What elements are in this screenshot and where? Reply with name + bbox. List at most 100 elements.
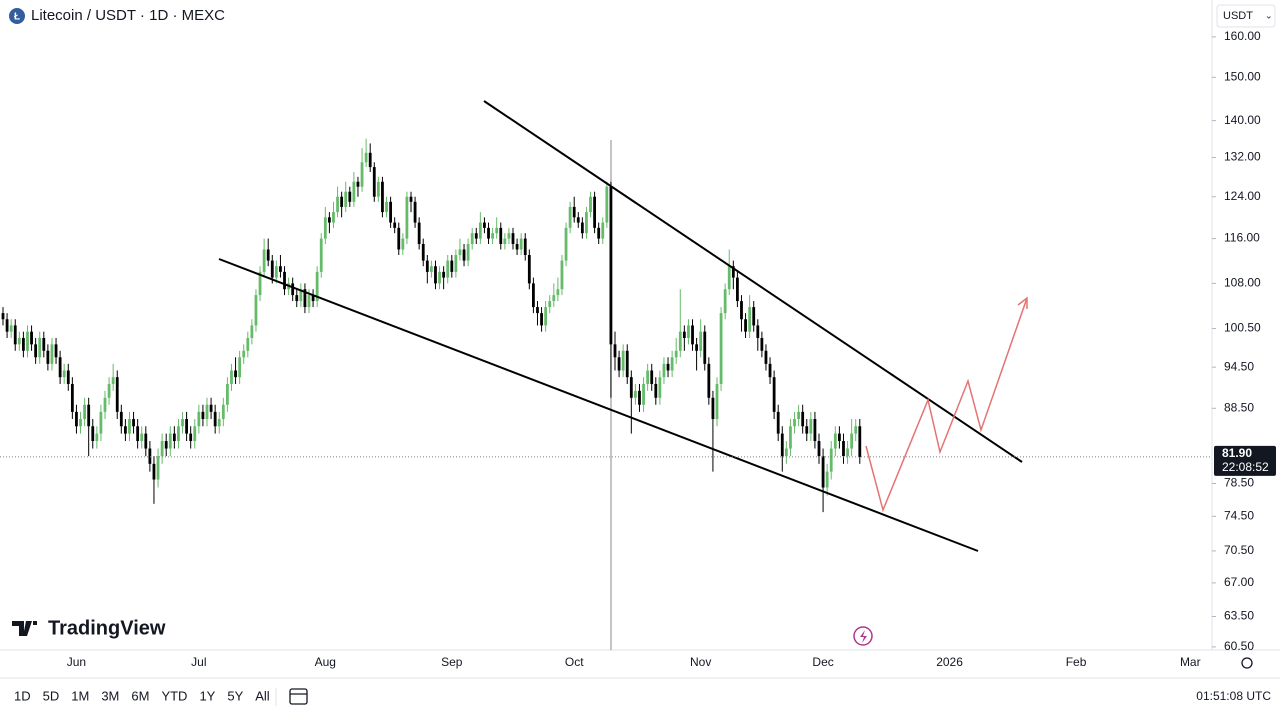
candle-body (580, 222, 584, 234)
candle-body (401, 238, 405, 250)
x-tick-label: Mar (1180, 655, 1201, 669)
candle-body (703, 331, 707, 364)
y-tick-label: 60.50 (1224, 639, 1254, 653)
events-icon[interactable] (853, 626, 873, 646)
settings-icon[interactable] (1241, 657, 1253, 669)
candle-body (221, 404, 225, 420)
range-button[interactable]: 3M (101, 688, 119, 703)
clock[interactable]: 01:51:08 UTC (1196, 689, 1271, 703)
candle-body (197, 411, 201, 427)
candle-body (768, 363, 772, 378)
candle-body (368, 152, 372, 168)
candle-body (360, 162, 364, 187)
candle-body (274, 266, 278, 278)
range-button[interactable]: YTD (161, 688, 187, 703)
range-button[interactable]: 5D (43, 688, 60, 703)
range-button[interactable]: 5Y (227, 688, 243, 703)
currency-button[interactable] (1216, 4, 1276, 28)
candle-body (91, 426, 95, 442)
candle-body (42, 337, 46, 351)
candle-body (315, 271, 319, 302)
candle-body (17, 337, 21, 345)
candle-body (784, 448, 788, 457)
candle-body (38, 337, 42, 358)
candle-body (34, 344, 38, 358)
candle-body (238, 357, 242, 378)
range-button[interactable]: 1Y (199, 688, 215, 703)
candle-body (532, 283, 535, 308)
candle-body (181, 419, 184, 427)
candle-body (168, 433, 172, 449)
candle-body (144, 433, 148, 449)
candle-body (687, 325, 690, 338)
candle-body (193, 426, 197, 442)
candle-body (846, 448, 849, 457)
candle-body (560, 260, 564, 290)
candle-body (797, 411, 800, 420)
candle-body (185, 419, 188, 434)
candle-body (213, 411, 217, 427)
candle-body (564, 227, 568, 261)
candle-body (593, 196, 596, 228)
candle-body (544, 307, 548, 326)
candle-body (723, 289, 727, 314)
candle-body (707, 363, 711, 398)
trend-line-lower (218, 258, 979, 552)
candle-body (83, 404, 86, 420)
candle-body (813, 419, 817, 442)
range-button[interactable]: 1D (14, 688, 31, 703)
candle-body (54, 344, 58, 358)
candle-body (364, 152, 368, 163)
candle-body (515, 244, 519, 250)
candle-body (662, 363, 666, 378)
candle-body (597, 227, 601, 239)
calendar-icon[interactable] (289, 688, 308, 705)
candle-body (156, 456, 160, 480)
candle-body (638, 390, 641, 405)
candle-body (111, 377, 115, 384)
candle-body (75, 411, 78, 427)
candle-body (740, 301, 743, 320)
candle-body (801, 411, 805, 427)
candle-body (5, 319, 9, 332)
candle-body (772, 377, 776, 412)
candle-body (829, 448, 833, 472)
candle-body (376, 181, 380, 197)
candle-body (691, 325, 694, 345)
range-button[interactable]: 6M (131, 688, 149, 703)
last-price-box (1214, 445, 1276, 476)
candle-body (409, 196, 413, 202)
candle-body (336, 196, 339, 213)
y-tick-label: 124.00 (1224, 189, 1261, 203)
y-tick-label: 70.50 (1224, 543, 1254, 557)
candle-body (495, 227, 499, 234)
candle-body (760, 337, 764, 351)
candle-body (230, 370, 233, 384)
candle-body (160, 441, 164, 457)
currency-label[interactable]: USDT (1223, 10, 1253, 22)
range-button[interactable]: All (255, 688, 270, 703)
projection-path (865, 297, 1028, 513)
candle-body (474, 233, 478, 239)
range-button[interactable]: 1M (71, 688, 89, 703)
y-tick-label: 94.50 (1224, 359, 1254, 373)
candle-body (189, 433, 193, 442)
y-tick-label: 100.50 (1224, 321, 1261, 335)
candle-body (625, 350, 629, 378)
candle-body (177, 426, 180, 442)
candle-body (809, 419, 813, 434)
candle-body (9, 325, 13, 332)
candle-body (756, 325, 760, 338)
candle-body (462, 249, 466, 261)
candle-body (283, 271, 286, 290)
candle-body (793, 419, 796, 427)
candle-body (503, 238, 507, 245)
x-tick-label: Jul (191, 655, 206, 669)
last-price-label: 81.90 (1222, 446, 1252, 460)
candle-body (642, 383, 645, 405)
candle-body (148, 448, 152, 464)
candle-body (780, 433, 784, 457)
candle-body (132, 419, 135, 427)
